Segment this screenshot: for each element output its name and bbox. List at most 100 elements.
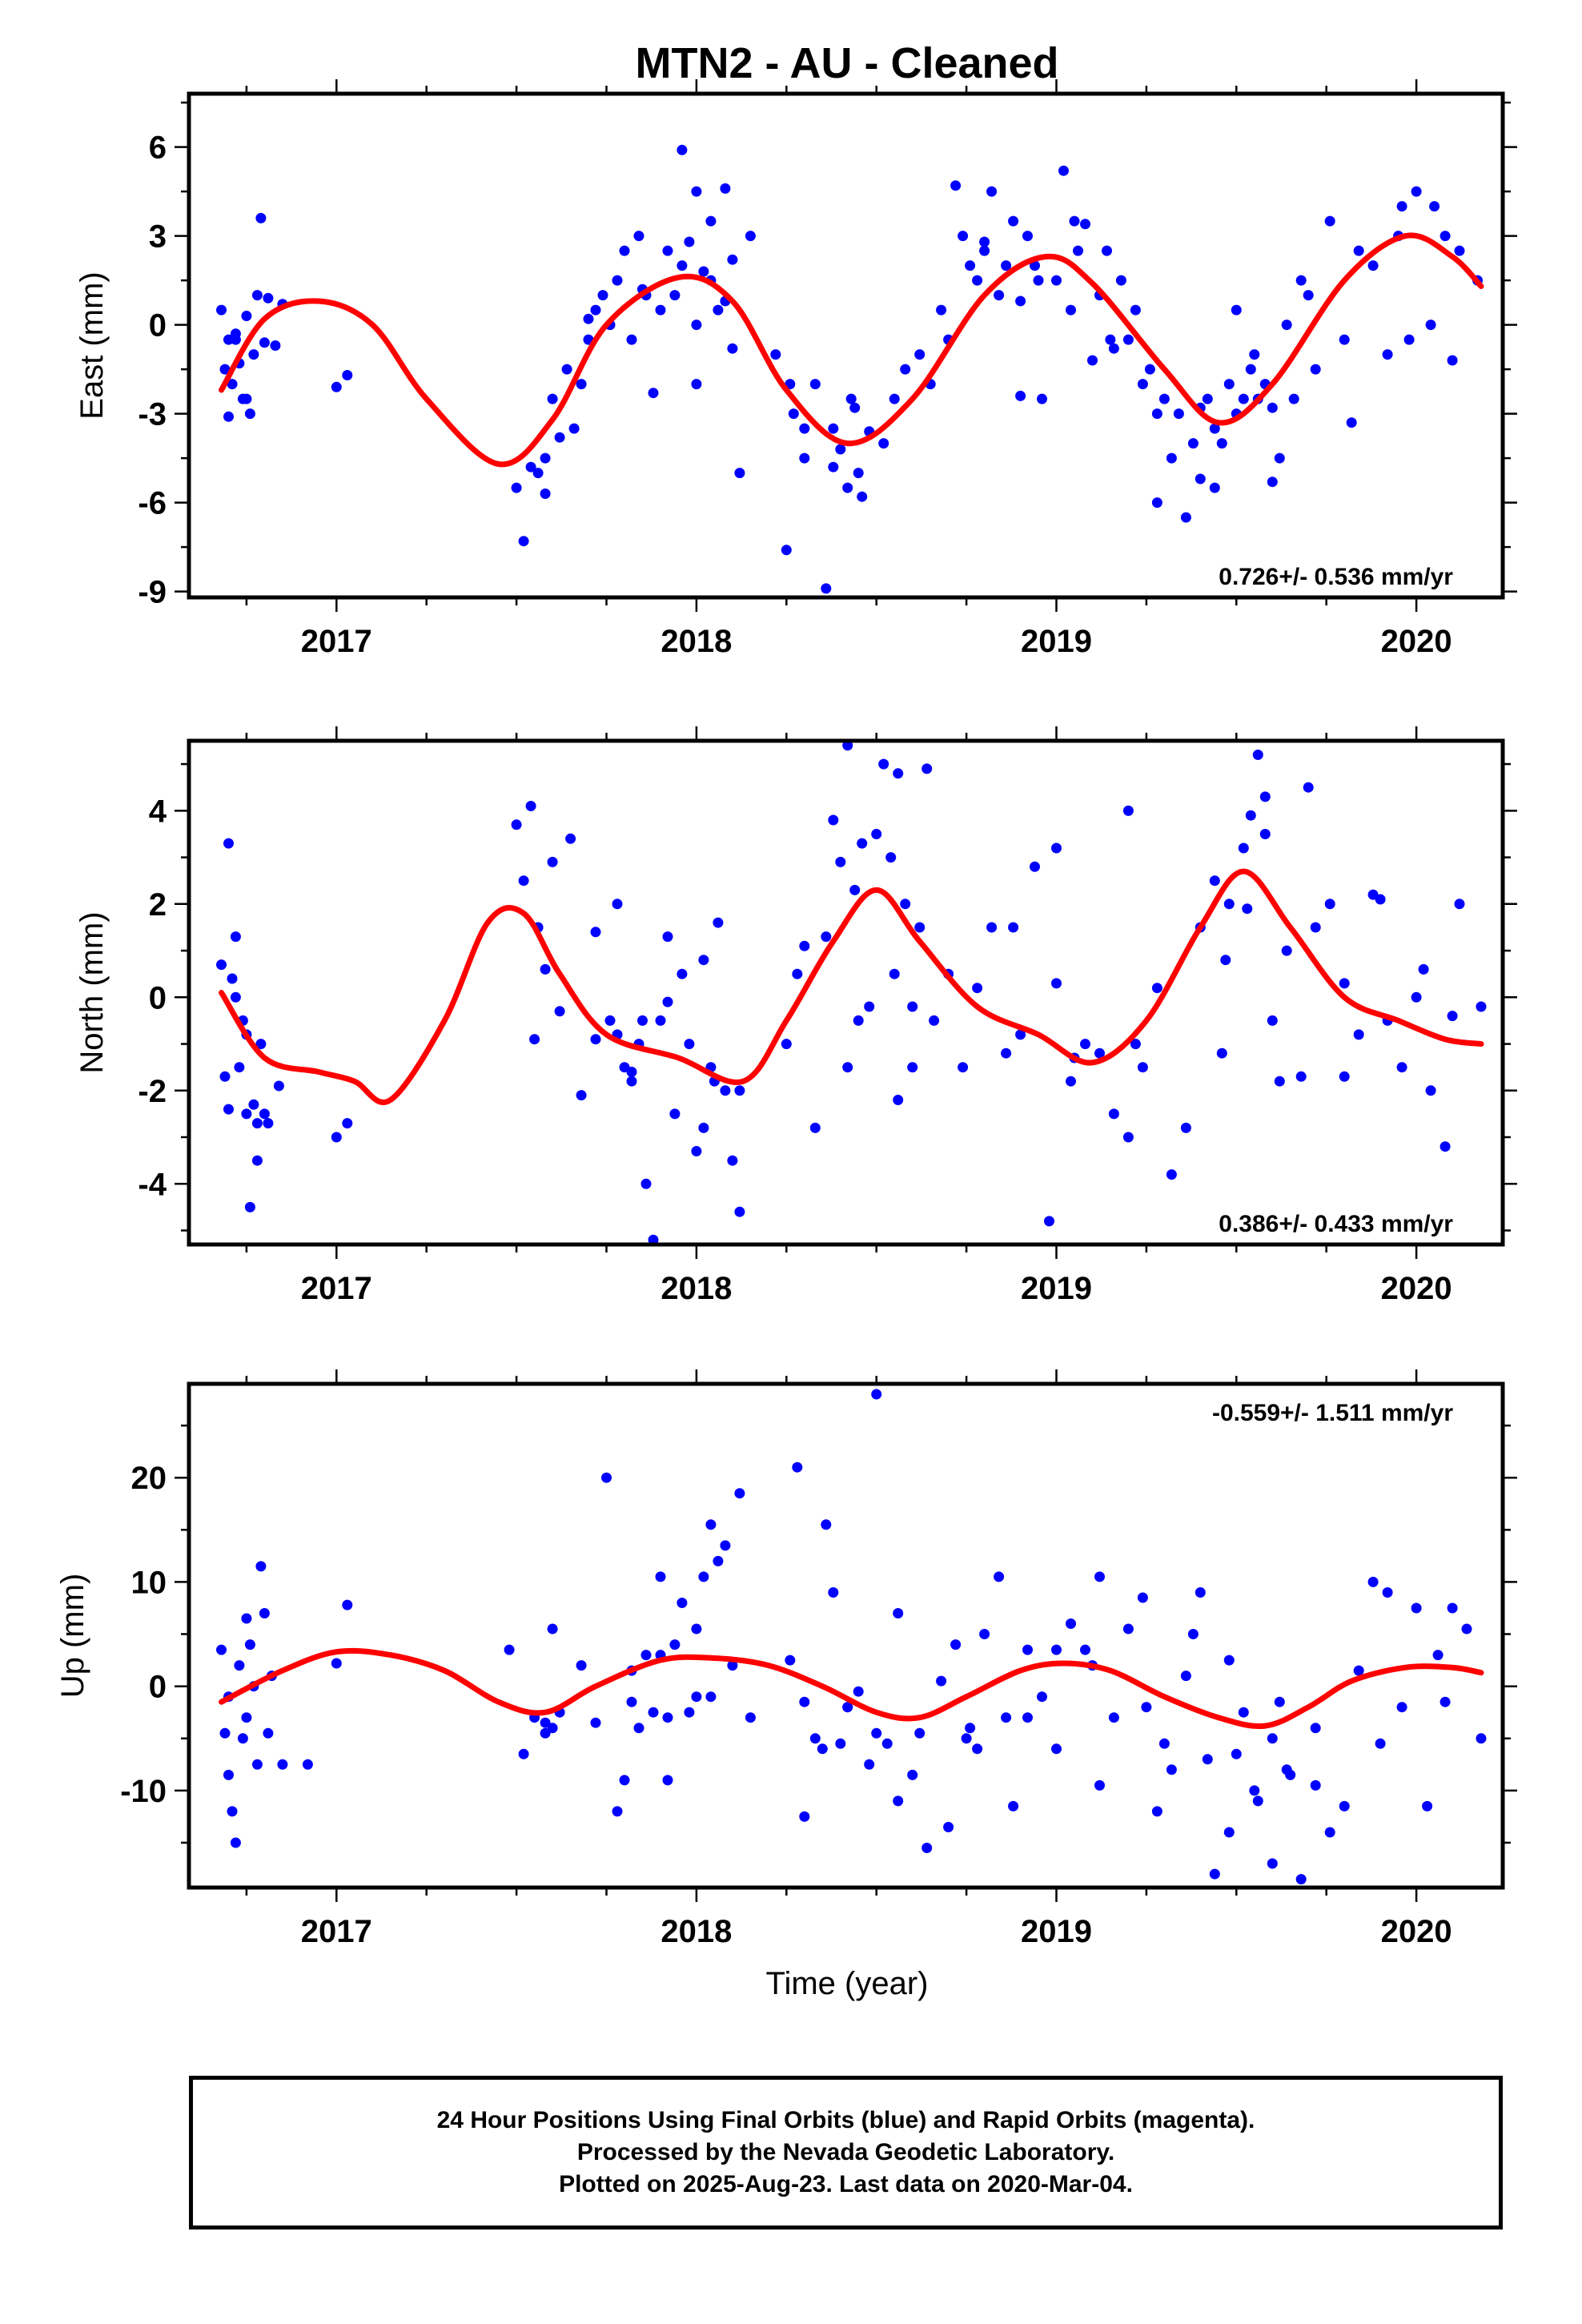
data-point [1144,364,1155,375]
y-tick-label: 4 [149,794,167,829]
data-point [219,1071,231,1082]
data-point [936,1675,947,1687]
data-point [259,1608,270,1618]
data-point [342,370,353,380]
data-point [1069,215,1080,227]
data-point [227,379,238,390]
data-point [1238,393,1249,404]
x-tick-label: 2019 [1021,624,1092,659]
data-point [842,1702,853,1713]
data-point [230,328,241,340]
data-point [1220,955,1231,966]
data-point [251,1759,263,1770]
data-point [234,1660,245,1671]
data-point [1403,334,1415,345]
data-point [1447,1011,1458,1022]
ticks [175,726,1517,1259]
data-point [1073,245,1083,256]
data-point [1223,1655,1235,1666]
data-point [342,1599,353,1610]
data-point [1295,1874,1307,1885]
data-point [1238,842,1249,854]
data-point [648,388,659,399]
rate-annotation: 0.386+/- 0.433 mm/yr [1219,1211,1453,1237]
data-point [1396,1062,1407,1073]
data-points [216,144,1483,594]
data-point [251,1155,263,1166]
y-tick-label: -4 [138,1167,167,1202]
data-point [1429,201,1440,212]
data-point [219,364,231,375]
data-points [216,1389,1487,1885]
data-point [637,1015,648,1026]
data-point [1447,355,1458,366]
data-point [893,1608,904,1618]
data-point [525,461,536,472]
data-point [853,468,864,479]
fit-curve [219,1647,1484,1730]
data-point [1202,1754,1213,1765]
x-tick-label: 2017 [301,624,372,659]
data-point [1066,304,1076,316]
data-point [1285,1769,1296,1780]
data-point [1231,1748,1242,1759]
data-point [1281,945,1292,956]
data-point [331,1132,342,1143]
data-point [259,1108,270,1120]
data-point [1310,364,1321,375]
data-point [734,468,745,479]
x-tick-label: 2017 [301,1914,372,1949]
data-point [255,1561,267,1572]
data-point [842,482,853,493]
data-point [604,1015,616,1026]
data-point [853,1686,864,1697]
panel-north: 2017 2018 2019 2020 4 2 0 -2 -4 North (mm) 0.386+/… [74,726,1517,1306]
data-point [1295,275,1307,286]
data-point [785,1655,796,1666]
data-point [234,1062,245,1073]
data-point [1015,390,1026,401]
y-tick-label: 0 [149,980,167,1015]
data-point [864,1759,875,1770]
data-point [1158,1738,1170,1749]
data-point [255,1039,267,1050]
data-point [518,875,529,887]
data-point [230,931,241,943]
data-point [677,260,688,271]
data-point [1396,1702,1407,1713]
data-point [900,899,911,910]
data-point [590,927,601,938]
data-point [1141,1702,1152,1713]
data-points [216,741,1487,1244]
data-point [705,1691,717,1703]
data-point [698,955,709,966]
data-point [576,1660,587,1671]
data-point [745,1712,756,1723]
data-point [853,1015,864,1026]
data-point [1180,1671,1191,1682]
data-point [669,1639,681,1651]
data-point [1367,260,1379,271]
data-point [1267,402,1278,413]
data-point [1375,1738,1386,1749]
data-point [781,545,792,556]
data-point [705,215,717,227]
data-point [1130,304,1141,316]
data-point [835,444,846,455]
data-point [727,1660,738,1671]
data-point [958,1062,969,1073]
data-point [655,1015,666,1026]
y-tick-label: -2 [138,1074,167,1109]
data-point [1339,978,1350,989]
data-point [1087,355,1098,366]
data-point [698,1571,709,1582]
data-point [1476,1001,1487,1012]
data-point [1122,1623,1134,1634]
data-point [554,1006,565,1017]
data-point [1231,304,1242,316]
data-point [1187,1629,1199,1639]
data-point [1166,1169,1177,1180]
data-point [842,741,853,751]
data-point [871,829,882,839]
